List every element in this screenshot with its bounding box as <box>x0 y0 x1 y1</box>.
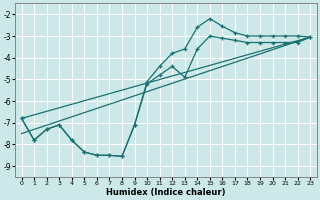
X-axis label: Humidex (Indice chaleur): Humidex (Indice chaleur) <box>106 188 226 197</box>
